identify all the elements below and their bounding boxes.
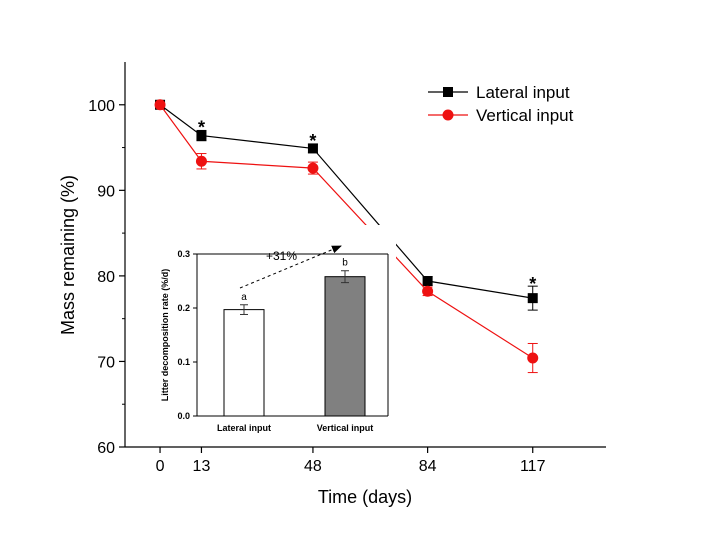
y-axis-title: Mass remaining (%) (58, 175, 78, 335)
legend-marker-vertical (442, 109, 454, 121)
significance-star: * (198, 117, 205, 137)
x-tick-label: 84 (419, 458, 437, 475)
inset-bar-lateral-input (223, 309, 265, 417)
x-tick-label: 117 (520, 458, 546, 475)
legend-label-lateral: Lateral input (476, 83, 570, 102)
y-tick-label: 70 (97, 354, 115, 371)
inset-y-axis-title: Litter decomposition rate (%/d) (160, 269, 170, 402)
inset-y-tick-label: 0.2 (177, 303, 190, 313)
point-vertical-input (307, 162, 319, 174)
y-tick-label: 80 (97, 269, 115, 286)
y-tick-label: 100 (88, 98, 115, 115)
point-lateral-input (422, 276, 433, 287)
significance-star: * (529, 274, 536, 294)
inset-significance-letter: b (342, 258, 348, 269)
x-axis-title: Time (days) (318, 487, 412, 507)
inset-bar-chart: 0.0 0.1 0.2 0.3 a Lateral input b Vertical inp… (153, 225, 396, 440)
legend: Lateral input Vertical input (428, 83, 574, 125)
inset-y-tick-label: 0.0 (177, 411, 190, 421)
point-lateral-input (307, 143, 318, 154)
significance-star: * (309, 131, 316, 151)
inset-bar-vertical-input (324, 276, 366, 417)
point-vertical-input (195, 155, 207, 167)
point-vertical-input (154, 99, 166, 111)
legend-label-vertical: Vertical input (476, 106, 574, 125)
inset-y-tick-label: 0.1 (177, 357, 190, 367)
y-tick-label: 60 (97, 440, 115, 457)
y-tick-label: 90 (97, 183, 115, 200)
point-vertical-input (422, 285, 434, 297)
point-lateral-input (527, 293, 538, 304)
inset-significance-letter: a (241, 292, 247, 303)
point-lateral-input (196, 130, 207, 141)
point-vertical-input (527, 352, 539, 364)
legend-marker-lateral (443, 87, 453, 97)
inset-category-label: Lateral input (217, 423, 271, 433)
inset-y-tick-label: 0.3 (177, 249, 190, 259)
x-tick-label: 48 (304, 458, 322, 475)
inset-annotation: +31% (266, 249, 297, 263)
x-tick-label: 13 (193, 458, 211, 475)
x-tick-label: 0 (156, 458, 165, 475)
inset-arrow (239, 245, 342, 289)
inset-category-label: Vertical input (317, 423, 374, 433)
